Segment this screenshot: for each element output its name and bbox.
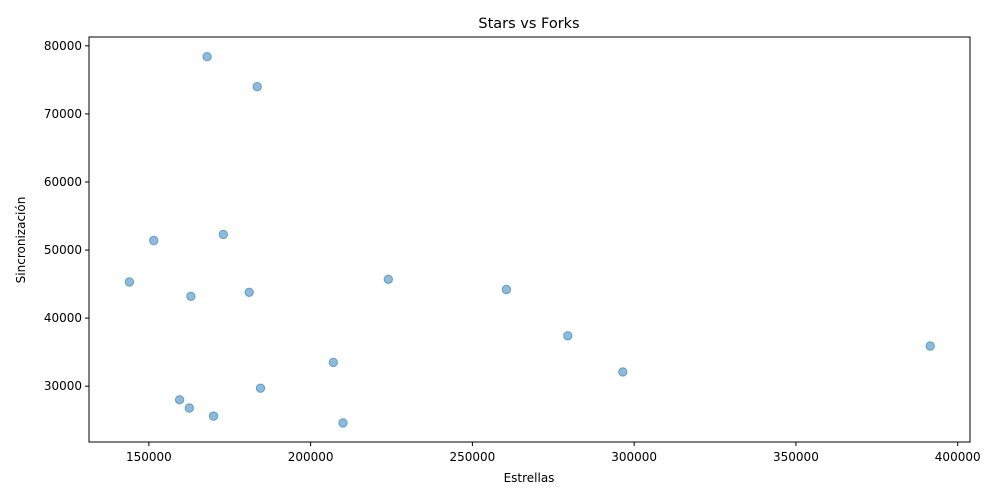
data-point-6 xyxy=(186,291,196,301)
data-point-4 xyxy=(149,235,159,246)
data-points xyxy=(124,52,935,428)
x-tick-label: 350000 xyxy=(773,450,819,464)
y-tick-label: 30000 xyxy=(44,379,82,393)
data-point-18 xyxy=(338,418,348,428)
data-point-8 xyxy=(383,274,393,284)
y-axis-ticks: 30000 40000 50000 60000 70000 80000 xyxy=(44,39,89,393)
x-axis-label: Estrellas xyxy=(504,471,555,485)
data-point-12 xyxy=(328,357,338,368)
data-point-3 xyxy=(218,229,229,240)
y-tick-label: 80000 xyxy=(44,39,82,53)
chart-title: Stars vs Forks xyxy=(478,16,579,32)
y-tick-label: 70000 xyxy=(44,107,82,121)
y-tick-label: 60000 xyxy=(44,175,82,189)
data-point-15 xyxy=(174,395,185,405)
x-tick-label: 250000 xyxy=(449,450,495,464)
data-point-17 xyxy=(208,411,219,421)
data-point-10 xyxy=(563,331,573,341)
data-point-9 xyxy=(501,284,512,295)
x-tick-label: 400000 xyxy=(935,450,981,464)
y-axis-label: Sincronización xyxy=(14,197,28,284)
x-tick-label: 150000 xyxy=(126,450,172,464)
plot-frame xyxy=(88,36,971,443)
data-point-16 xyxy=(184,403,195,413)
x-axis-ticks: 150000 200000 250000 300000 350000 400000 xyxy=(126,442,981,464)
data-point-2 xyxy=(252,82,262,92)
data-point-7 xyxy=(244,287,254,297)
data-point-5 xyxy=(124,277,135,287)
data-point-14 xyxy=(255,383,266,393)
data-point-13 xyxy=(618,367,628,377)
data-point-1 xyxy=(202,52,212,62)
x-tick-label: 300000 xyxy=(611,450,657,464)
data-point-11 xyxy=(925,341,935,351)
y-tick-label: 50000 xyxy=(44,243,82,257)
y-tick-label: 40000 xyxy=(44,311,82,325)
x-tick-label: 200000 xyxy=(288,450,334,464)
